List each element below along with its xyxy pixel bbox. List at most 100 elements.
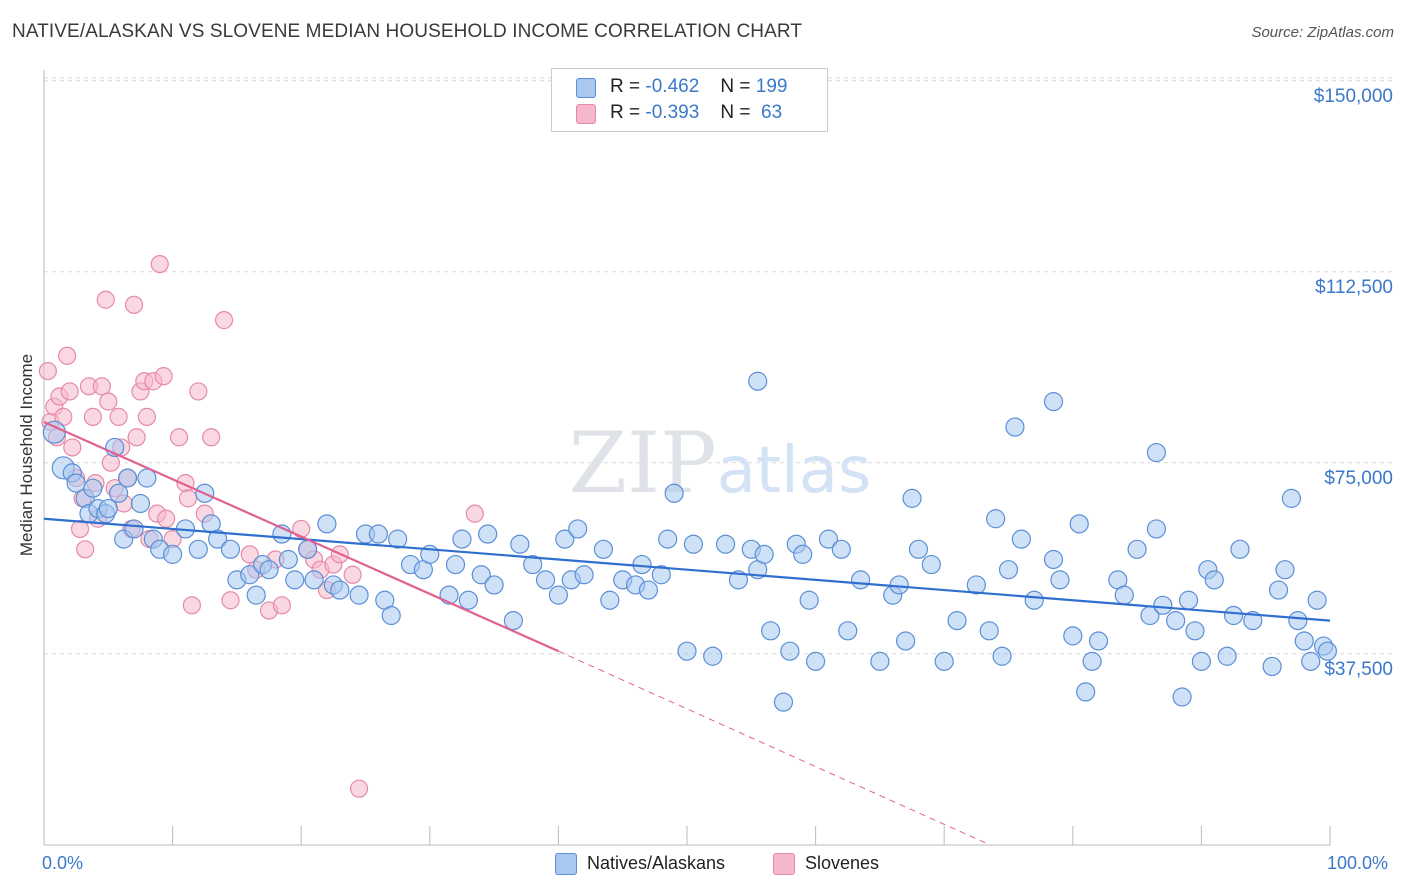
trendline-natives [43,517,1331,622]
data-point-natives [728,570,749,590]
data-point-natives [1043,549,1064,570]
data-point-slovenes [169,428,189,447]
data-point-natives [754,544,774,564]
data-point-natives [503,611,523,631]
data-point-natives [902,488,922,508]
data-point-natives [593,539,614,559]
legend-label-slovenes: Slovenes [805,853,880,873]
y-tick-label: $112,500 [1315,277,1393,298]
data-point-natives [1069,514,1089,534]
legend: R = -0.462 N = 199 R = -0.393 N = 63 [551,68,828,132]
data-point-natives [908,539,929,559]
data-point-natives [1262,656,1282,677]
data-point-natives [285,570,305,590]
data-point-natives [1146,519,1166,539]
data-point-natives [1082,651,1102,671]
legend-n-label: N = [720,102,751,123]
data-point-slovenes [214,311,234,330]
y-tick-label: $75,000 [1324,468,1393,489]
data-point-natives [163,544,183,564]
data-point-natives [1223,605,1244,626]
data-point-natives [368,524,388,544]
data-point-slovenes [150,254,169,274]
data-point-natives [658,529,678,549]
data-point-natives [979,621,999,641]
data-point-natives [452,529,472,549]
data-point-natives [568,519,588,539]
data-point-natives [523,554,543,575]
data-point-natives [870,651,890,671]
data-point-natives [1088,631,1109,651]
data-point-natives [851,570,871,590]
data-point-natives [600,590,620,610]
data-point-natives [818,529,839,549]
data-point-natives [1114,585,1134,605]
data-point-natives [478,524,498,544]
source-label: Source: ZipAtlas.com [1251,24,1394,41]
y-tick-label: $37,500 [1324,659,1393,680]
data-point-natives [664,483,684,503]
legend-label-natives: Natives/Alaskans [587,853,726,873]
data-point-slovenes [63,438,82,457]
data-point-natives [1204,570,1224,590]
legend-r-label: R = [610,76,641,97]
data-point-slovenes [465,504,484,523]
data-point-natives [651,565,671,585]
watermark: ZIPatlas [569,414,872,512]
legend-n-value: 63 [755,102,783,123]
data-point-natives [947,611,967,631]
trendline-slovenes [43,420,559,653]
data-point-natives [130,493,151,514]
data-point-slovenes [92,377,111,396]
data-point-natives [458,590,478,610]
data-point-slovenes [38,361,57,381]
legend-swatch-pink [773,853,795,875]
data-point-slovenes [70,519,90,539]
data-point-natives [677,641,697,661]
data-point-slovenes [349,779,369,798]
data-point-natives [98,498,118,519]
data-point-slovenes [343,565,362,584]
legend-r-label: R = [610,102,641,123]
data-point-slovenes [157,509,176,528]
data-point-natives [246,585,266,605]
data-point-natives [1011,529,1031,549]
data-point-natives [966,575,986,595]
data-point-natives [934,651,954,671]
data-point-natives [42,420,66,444]
data-point-natives [240,565,260,585]
data-point-natives [574,565,594,585]
data-point-natives [896,631,916,651]
legend-swatch-pink [576,104,596,124]
data-point-slovenes [221,591,240,610]
data-point-natives [773,692,794,712]
data-point-natives [831,539,851,559]
data-point-natives [1191,651,1212,671]
data-point-natives [780,641,800,661]
data-point-slovenes [109,407,128,426]
data-point-slovenes [182,596,201,615]
data-point-slovenes [83,407,102,426]
data-point-natives [535,570,556,590]
data-point-natives [555,529,575,549]
data-point-natives [1153,595,1173,615]
data-point-slovenes [272,596,292,615]
chart-title: NATIVE/ALASKAN VS SLOVENE MEDIAN HOUSEHO… [12,21,803,42]
data-point-natives [304,570,324,590]
data-point-slovenes [96,290,115,309]
data-point-natives [317,514,337,534]
data-point-natives [1178,590,1199,610]
data-point-natives [921,554,941,575]
data-point-natives [108,483,129,503]
data-point-natives [471,565,491,585]
data-point-natives [330,580,350,600]
data-point-natives [838,621,858,641]
data-point-slovenes [137,407,156,426]
legend-swatch-blue [555,853,577,875]
data-point-natives [484,575,504,595]
data-point-natives [1146,442,1166,463]
data-point-natives [1043,392,1064,412]
data-point-slovenes [178,489,198,508]
data-point-natives [1268,580,1289,600]
